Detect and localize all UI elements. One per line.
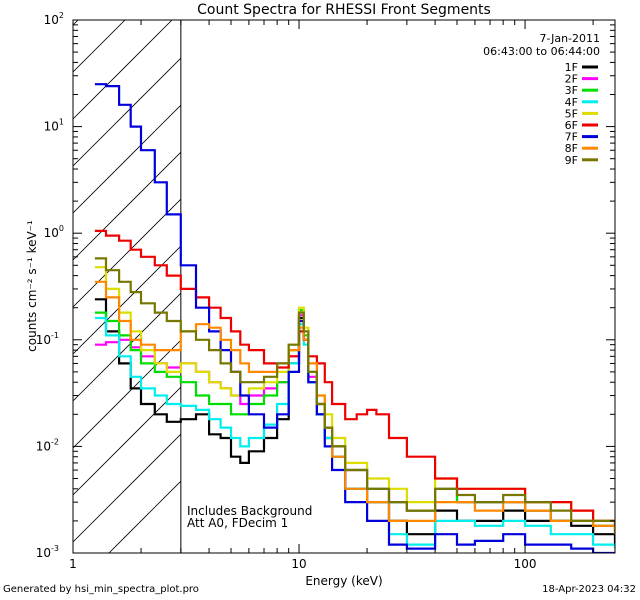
footer-generated-by: Generated by hsi_min_spectra_plot.pro (3, 584, 199, 595)
hatch-line (73, 386, 182, 496)
hatch-line (73, 57, 182, 167)
series-5F (94, 266, 615, 526)
y-tick-label: 10-2 (36, 437, 59, 453)
legend-label: 9F (565, 154, 578, 167)
y-tick-label: 10-1 (36, 331, 59, 347)
x-tick-label: 1 (69, 557, 77, 571)
y-tick-label: 102 (44, 11, 64, 27)
series-4F (94, 316, 615, 549)
x-axis: 1 10 100 (69, 20, 594, 571)
hatch-line (73, 20, 79, 26)
x-tick-label: 100 (514, 557, 537, 571)
footer-timestamp: 18-Apr-2023 04:32 (542, 584, 636, 595)
annotation-attenuator: Att A0, FDecim 1 (187, 516, 288, 530)
hatch-line (73, 20, 173, 120)
legend-date: 7-Jan-2011 (540, 32, 601, 45)
hatch-line (73, 104, 182, 214)
series-lines (94, 83, 615, 553)
hatch-line (73, 339, 182, 449)
series-7F (94, 83, 615, 553)
legend-label: 5F (565, 107, 578, 120)
hatch-line (73, 198, 182, 308)
hatch-line (73, 292, 182, 402)
hatch-line (73, 245, 182, 355)
y-tick-label: 100 (44, 224, 64, 240)
series-6F (94, 229, 615, 526)
legend-label: 8F (565, 142, 578, 155)
plot-frame (72, 19, 616, 554)
series-8F (94, 280, 615, 535)
excluded-region-hatch (73, 20, 182, 553)
legend-label: 1F (565, 61, 578, 74)
legend-label: 7F (565, 131, 578, 144)
hatch-line (73, 433, 182, 543)
series-9F (94, 257, 615, 526)
hatch-line (108, 480, 182, 553)
x-axis-label: Energy (keV) (305, 574, 382, 588)
y-tick-label: 10-3 (36, 544, 59, 560)
y-axis-label: counts cm⁻² s⁻¹ keV⁻¹ (25, 220, 39, 352)
legend-label: 2F (565, 73, 578, 86)
y-tick-label: 101 (44, 118, 64, 134)
legend-label: 3F (565, 84, 578, 97)
legend-time-range: 06:43:00 to 06:44:00 (483, 45, 600, 58)
annotation-background: Includes Background (187, 504, 312, 518)
hatch-line (73, 20, 126, 73)
hatch-line (73, 151, 182, 261)
series-1F (94, 298, 615, 545)
x-tick-label: 10 (291, 557, 306, 571)
legend-label: 4F (565, 96, 578, 109)
chart-title: Count Spectra for RHESSI Front Segments (197, 2, 491, 18)
y-axis: 10-3 10-2 10-1 100 101 102 (36, 11, 615, 560)
legend-label: 6F (565, 119, 578, 132)
